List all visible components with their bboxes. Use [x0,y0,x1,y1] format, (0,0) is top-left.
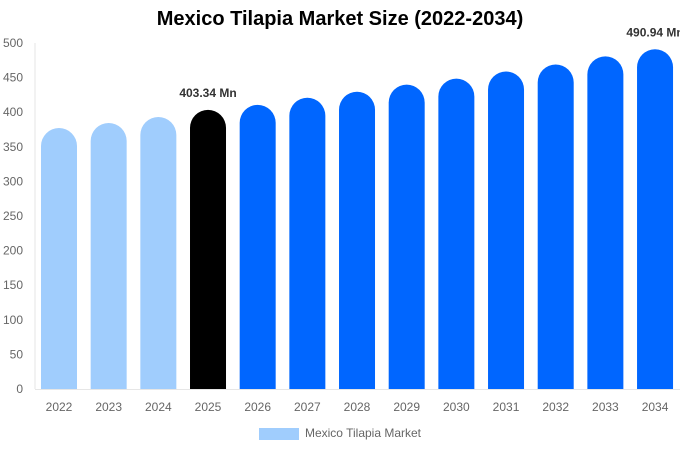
y-tick-label: 100 [3,313,23,327]
x-tick-label: 2022 [46,400,73,414]
y-tick-label: 150 [3,278,23,292]
legend-swatch [258,427,299,440]
legend-label: Mexico Tilapia Market [304,426,422,440]
bar-2029 [388,84,425,390]
x-tick-label: 2024 [145,400,172,414]
y-tick-label: 250 [3,209,23,223]
x-tick-label: 2034 [642,400,669,414]
data-label: 403.34 Mn [179,86,236,100]
data-label: 490.94 Mn [626,25,680,39]
bar-2026 [239,104,276,389]
chart-title: Mexico Tilapia Market Size (2022-2034) [156,8,524,30]
y-tick-label: 50 [10,347,24,361]
y-tick-label: 450 [3,71,23,85]
bar-2034 [637,49,674,389]
x-tick-label: 2028 [344,400,371,414]
bar-2033 [587,56,624,390]
bar-2024 [140,116,177,390]
x-tick-label: 2033 [592,400,619,414]
y-tick-label: 400 [3,105,23,119]
bar-2025 [190,109,227,389]
bar-2032 [537,64,574,390]
legend[interactable]: Mexico Tilapia Market [0,426,680,440]
y-tick-label: 500 [3,36,23,50]
x-tick-label: 2025 [195,400,222,414]
x-tick-label: 2023 [95,400,122,414]
bar-2031 [488,71,525,389]
x-tick-label: 2026 [244,400,271,414]
bar-2023 [90,122,127,390]
bar-2027 [289,97,326,390]
y-tick-label: 0 [16,382,23,396]
y-tick-label: 350 [3,140,23,154]
x-tick-label: 2029 [393,400,420,414]
y-tick-label: 300 [3,174,23,188]
bar-2028 [339,91,376,389]
bar-2030 [438,78,475,390]
x-tick-label: 2027 [294,400,321,414]
x-tick-label: 2031 [493,400,520,414]
x-tick-label: 2032 [542,400,569,414]
bar-2022 [41,128,77,389]
x-tick-label: 2030 [443,400,470,414]
y-tick-label: 200 [3,244,23,258]
